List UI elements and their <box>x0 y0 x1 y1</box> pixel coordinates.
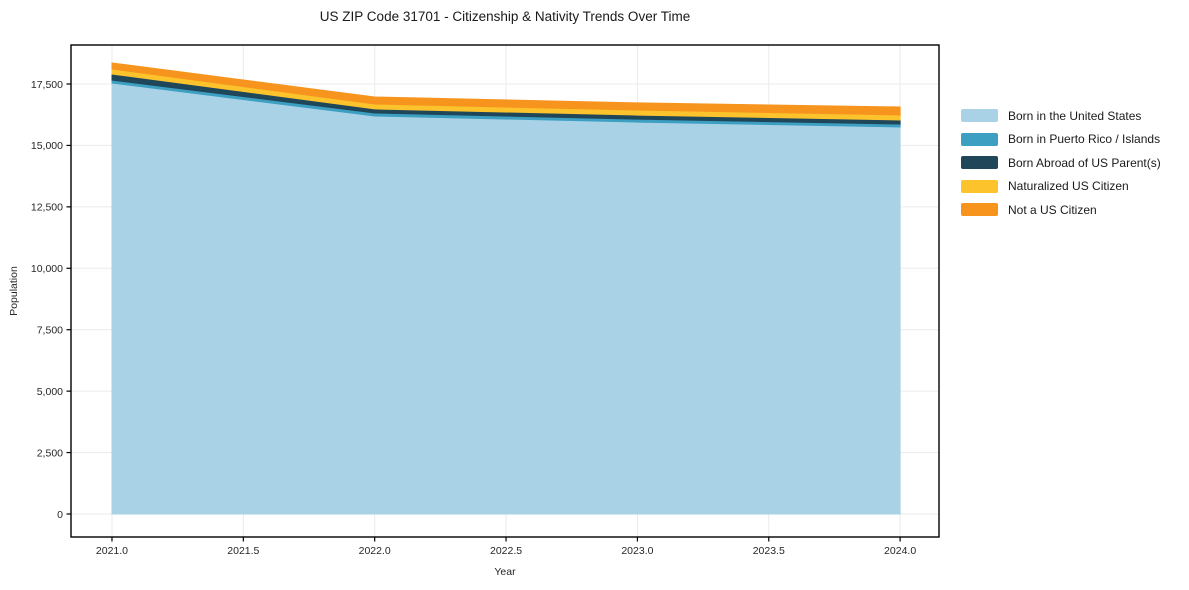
x-tick-label: 2022.0 <box>359 545 391 557</box>
area-series <box>111 62 901 116</box>
x-axis-label: Year <box>494 566 516 578</box>
legend-item: Born Abroad of US Parent(s) <box>961 151 1161 175</box>
legend: Born in the United States Born in Puerto… <box>961 104 1161 222</box>
y-tick-label: 2,500 <box>37 447 63 459</box>
legend-swatch-born-us-icon <box>961 109 998 123</box>
legend-item: Born in the United States <box>961 104 1161 128</box>
x-tick-label: 2021.0 <box>96 545 128 557</box>
legend-label: Not a US Citizen <box>1008 202 1097 217</box>
legend-label: Born in the United States <box>1008 108 1142 123</box>
legend-swatch-naturalized-icon <box>961 179 998 193</box>
x-tick-label: 2023.5 <box>753 545 785 557</box>
plot-frame <box>70 44 940 538</box>
area-series <box>111 82 901 515</box>
x-tick-label: 2021.5 <box>227 545 259 557</box>
legend-label: Born in Puerto Rico / Islands <box>1008 132 1161 147</box>
y-tick-label: 15,000 <box>31 140 63 152</box>
legend-swatch-born-abroad-icon <box>961 156 998 170</box>
y-tick-label: 7,500 <box>37 325 63 337</box>
y-tick-label: 10,000 <box>31 263 63 275</box>
y-tick-label: 5,000 <box>37 386 63 398</box>
y-tick-label: 0 <box>57 509 63 521</box>
x-tick-label: 2023.0 <box>621 545 653 557</box>
x-tick-label: 2024.0 <box>884 545 916 557</box>
y-tick-label: 12,500 <box>31 202 63 214</box>
legend-item: Born in Puerto Rico / Islands <box>961 128 1161 152</box>
y-axis-label: Population <box>8 266 20 316</box>
legend-label: Born Abroad of US Parent(s) <box>1008 155 1161 170</box>
legend-swatch-not-citizen-icon <box>961 203 998 217</box>
x-tick-label: 2022.5 <box>490 545 522 557</box>
legend-item: Not a US Citizen <box>961 198 1161 222</box>
y-tick-label: 17,500 <box>31 79 63 91</box>
legend-item: Naturalized US Citizen <box>961 175 1161 199</box>
chart-title: US ZIP Code 31701 - Citizenship & Nativi… <box>319 9 691 24</box>
legend-swatch-born-pr-icon <box>961 132 998 146</box>
legend-label: Naturalized US Citizen <box>1008 179 1129 194</box>
